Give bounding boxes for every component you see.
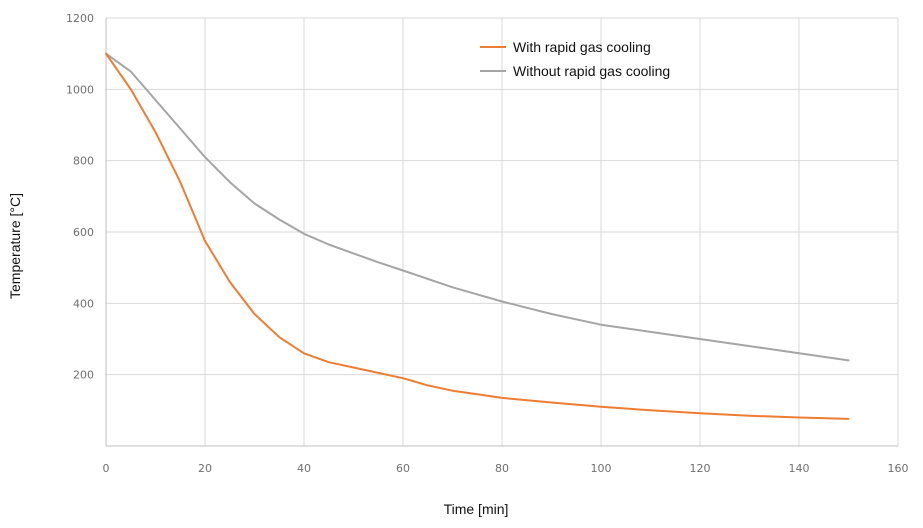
x-tick-label: 60 [396, 462, 410, 475]
y-tick-label: 600 [73, 226, 94, 239]
legend-label: Without rapid gas cooling [513, 63, 670, 79]
y-tick-label: 200 [73, 369, 94, 382]
y-tick-label: 1200 [66, 12, 94, 25]
legend: With rapid gas cooling Without rapid gas … [480, 39, 670, 79]
series-lines [105, 52, 850, 420]
x-tick-label: 120 [690, 462, 711, 475]
x-tick-label: 20 [198, 462, 212, 475]
y-tick-label: 400 [73, 297, 94, 310]
x-axis-title: Time [min] [444, 501, 509, 517]
series-line-0 [105, 52, 850, 420]
y-axis-title: Temperature [°C] [7, 193, 23, 299]
x-tick-label: 160 [888, 462, 909, 475]
y-tick-label: 800 [73, 155, 94, 168]
tick-labels: 0 20 40 60 80 100 120 140 160 200 400 600 800 1000 120… [66, 12, 909, 475]
axes [105, 18, 898, 447]
x-tick-label: 140 [789, 462, 810, 475]
series-line-1 [105, 52, 850, 362]
y-tick-label: 1000 [66, 83, 94, 96]
x-tick-label: 80 [495, 462, 509, 475]
x-tick-label: 40 [297, 462, 311, 475]
legend-label: With rapid gas cooling [513, 39, 651, 55]
grid [106, 17, 899, 446]
x-tick-label: 100 [591, 462, 612, 475]
x-tick-label: 0 [103, 462, 110, 475]
